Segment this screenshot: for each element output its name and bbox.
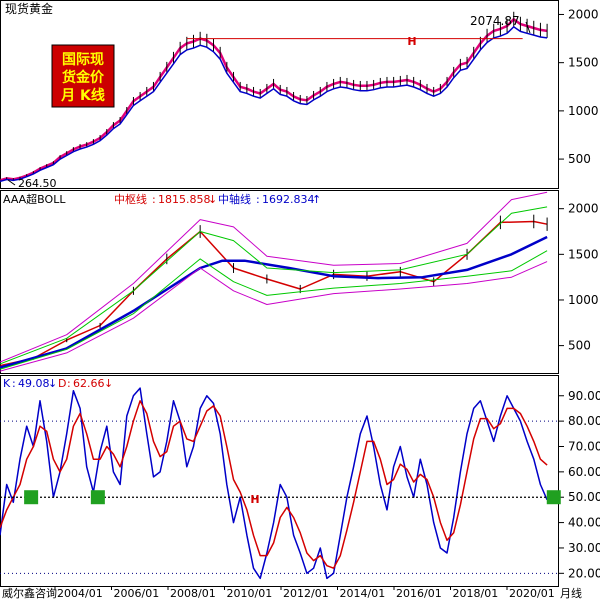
kd-legend-d-value: 62.66	[73, 377, 105, 390]
x-tick-label: 2008/01	[170, 587, 216, 600]
x-tick-label: 2004/01	[57, 587, 103, 600]
y-tick-label: 30.00	[568, 541, 600, 555]
boll-legend-mid-arrow: ↓	[208, 193, 217, 206]
h-mark-top: H	[407, 35, 416, 48]
kd-legend-d-name: D	[58, 377, 66, 390]
y-tick-label: 60.00	[568, 465, 600, 479]
logo-line-2: 货金价	[61, 69, 105, 86]
series-line-1-0	[0, 220, 548, 367]
logo-line-1: 国际现	[62, 52, 104, 68]
y-tick-label: 20.00	[568, 566, 600, 580]
boll-title: AAA超BOLL	[3, 192, 66, 206]
kd-panel: 20.00 30.00 40.00 50.00 60.00 70.00 80.00 90.00…	[0, 375, 600, 600]
y-tick-label: 1000	[568, 293, 599, 307]
y-tick-label: 1500	[568, 247, 599, 261]
boll-panel: 500 1000 1500 2000	[0, 190, 599, 374]
low-pointer	[7, 179, 16, 186]
series-line-1-4	[0, 206, 548, 365]
gold-logo: 国际现 货金价 月 K线	[51, 44, 115, 108]
boll-legend-axis-name: 中轴线	[218, 192, 251, 206]
y-tick-label: 70.00	[568, 439, 600, 453]
signal-marker	[90, 490, 105, 505]
x-tick-label: 2012/01	[283, 587, 329, 600]
y-tick-label: 500	[568, 339, 591, 353]
h-mark-kd: H	[250, 493, 259, 506]
boll-legend-mid-name: 中枢线	[114, 192, 147, 206]
signal-marker	[24, 490, 39, 505]
panel-frame	[0, 0, 559, 189]
x-tick-label: 2014/01	[340, 587, 386, 600]
y-tick-label: 40.00	[568, 516, 600, 530]
price-panel-title: 现货黄金	[5, 1, 53, 16]
series-line-K	[0, 387, 548, 580]
series-line-1-5	[0, 250, 548, 370]
boll-legend-axis-value: 1692.834	[262, 193, 315, 206]
series-line-1-3	[0, 261, 548, 372]
series-line-1-2	[0, 191, 548, 363]
ma-line	[0, 25, 548, 183]
y-tick-label: 80.00	[568, 414, 600, 428]
y-tick-label: 500	[568, 152, 591, 166]
period-label: 月线	[560, 586, 582, 600]
y-tick-label: 1000	[568, 104, 599, 118]
svg-text::: :	[256, 193, 260, 206]
y-tick-label: 2000	[568, 7, 599, 21]
panel-frame	[0, 375, 559, 587]
kd-legend-k-value: 49.08	[18, 377, 50, 390]
y-tick-label: 1500	[568, 56, 599, 70]
high-pointer	[525, 21, 531, 34]
kd-legend-k-name: K	[3, 377, 11, 390]
x-tick-label: 2016/01	[396, 587, 442, 600]
kd-legend-k-arrow: ↓	[48, 377, 57, 390]
high-price-label: 2074.87	[470, 14, 520, 28]
kd-legend-d-arrow: ↓	[104, 377, 113, 390]
svg-text::: :	[12, 377, 16, 390]
x-tick-label: 2020/01	[509, 587, 555, 600]
boll-legend-axis-arrow: ↑	[312, 193, 321, 206]
svg-text::: :	[152, 193, 156, 206]
price-panel: 500 1000 1500 2000	[0, 0, 599, 189]
logo-line-3: 月 K线	[60, 87, 105, 104]
x-tick-label: 2006/01	[114, 587, 160, 600]
boll-legend-mid-value: 1815.858	[158, 193, 211, 206]
x-tick-label: 2010/01	[227, 587, 273, 600]
y-tick-label: 50.00	[568, 490, 600, 504]
panel-frame	[0, 190, 559, 374]
low-price-label: 264.50	[18, 177, 57, 190]
vendor-label: 威尔鑫咨询	[2, 586, 57, 600]
svg-text::: :	[67, 377, 71, 390]
x-tick-label: 2018/01	[453, 587, 499, 600]
y-tick-label: 2000	[568, 202, 599, 216]
series-line-D	[0, 400, 548, 569]
signal-marker	[546, 490, 561, 505]
series-line-1-1	[0, 235, 548, 369]
y-tick-label: 90.00	[568, 389, 600, 403]
